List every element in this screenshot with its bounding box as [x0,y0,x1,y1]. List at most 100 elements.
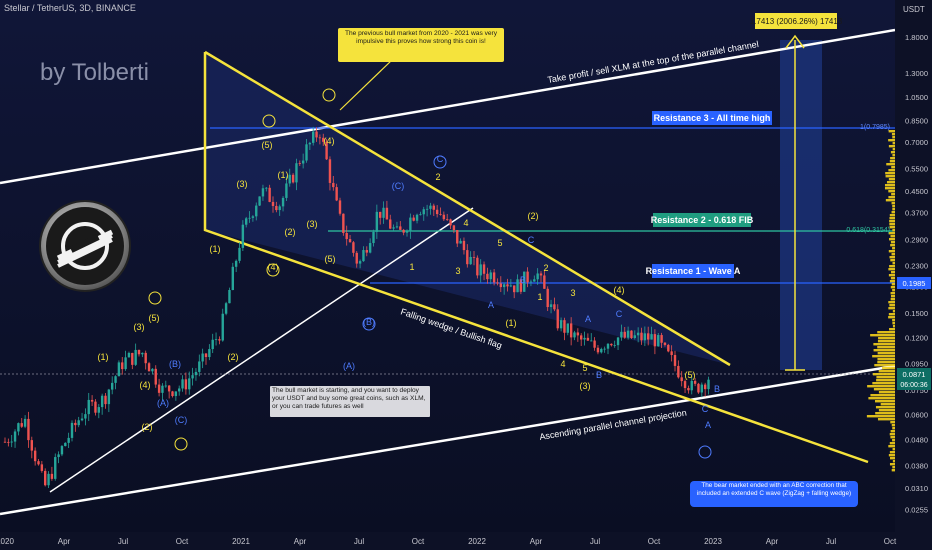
candle-body [268,187,271,202]
wedge-upper-line [204,50,731,367]
candle-body [308,142,312,145]
candle-body [261,188,265,197]
volume-profile-bar [889,451,895,454]
volume-profile-bar [870,334,895,337]
volume-profile-bar [889,217,895,220]
time-axis [0,532,932,550]
candle-body [17,423,20,432]
volume-profile-bar [874,400,895,403]
currency-label: USDT [903,5,925,14]
volume-profile-bar [876,379,895,382]
candle-body [335,187,338,201]
volume-profile-bar [889,214,895,217]
volume-profile-bar [888,313,895,316]
candle-body [305,144,308,161]
candle-body [121,362,124,370]
volume-profile-bar [890,241,895,244]
candle-body [204,353,208,358]
volume-profile-bar [884,184,895,187]
volume-profile-bar [890,430,895,433]
y-tick-label: 0.2300 [905,261,928,270]
volume-profile-bar [891,253,895,256]
y-tick-label: 0.0380 [905,461,928,470]
candle-body [208,349,211,358]
candle-body [630,330,633,339]
candle-body [64,442,67,447]
candle-body [613,345,616,346]
volume-profile-bar [890,295,895,298]
candle-body [345,233,348,240]
volume-profile-bar [878,337,895,340]
volume-profile-bar [877,358,895,361]
wave-label: (1) [278,170,289,180]
candle-body [328,159,332,183]
candle-body [127,352,131,358]
wave-label: (2) [285,227,296,237]
support-line [49,207,474,493]
candle-body [526,271,529,283]
stellar-logo [39,200,131,292]
volume-profile-bar [877,346,895,349]
wave-label: (3) [237,179,248,189]
volume-profile-bar [885,199,895,202]
wave-label: C [528,235,535,245]
volume-profile-bar [878,370,895,373]
wave-label: 1 [537,292,542,302]
candle-body [131,352,134,365]
candle-body [358,261,362,264]
candle-body [573,332,576,338]
candle-body [298,163,301,165]
candle-body [30,440,33,451]
candle-body [211,339,214,350]
candle-body [549,304,553,308]
candle-body [181,379,184,389]
candle-body [516,279,519,293]
y-tick-label: 0.1500 [905,309,928,318]
callout-bottom: The bull market is starting, and you wan… [270,386,430,417]
candle-body [657,335,660,347]
volume-profile-bar [888,232,895,235]
svg-text:Resistance 1 - Wave A: Resistance 1 - Wave A [646,266,741,276]
volume-profile-bar [877,361,895,364]
candle-body [647,333,650,340]
volume-profile-bar [891,202,895,205]
y-tick-label: 0.4500 [905,187,928,196]
candle-body [37,461,40,465]
volume-profile-bar [888,268,895,271]
candle-body [271,201,275,206]
volume-profile-bar [892,208,895,211]
wave-label: (3) [134,322,145,332]
y-tick-label: 0.3700 [905,209,928,218]
x-tick-label: Apr [58,537,71,546]
x-tick-label: 2020 [0,537,14,546]
volume-profile-bar [881,367,895,370]
wave-label: (4) [614,285,625,295]
candle-body [482,264,486,274]
candle-body [456,230,459,244]
candle-body [171,391,174,397]
wave-circle-marker [266,263,280,277]
candle-body [379,211,382,218]
wave-label: 3 [455,266,460,276]
candle-body [348,239,352,243]
candle-body [147,363,151,372]
volume-profile-bar [867,385,895,388]
candle-body [663,342,667,345]
wave-label: (5) [262,140,273,150]
candle-body [446,219,449,221]
volume-profile-bar [890,157,895,160]
volume-profile-bar [891,424,895,427]
candle-body [70,422,74,438]
volume-profile-bar [889,238,895,241]
volume-profile-bar [888,250,895,253]
candle-body [509,285,513,287]
y-tick-label: 1.8000 [905,33,928,42]
watermark: by Tolberti [40,59,149,86]
candle-body [161,385,164,393]
volume-profile-bar [889,433,895,436]
callout-top: The previous bull market from 2020 - 202… [338,28,504,111]
candle-body [395,226,399,228]
candle-body [154,368,157,385]
